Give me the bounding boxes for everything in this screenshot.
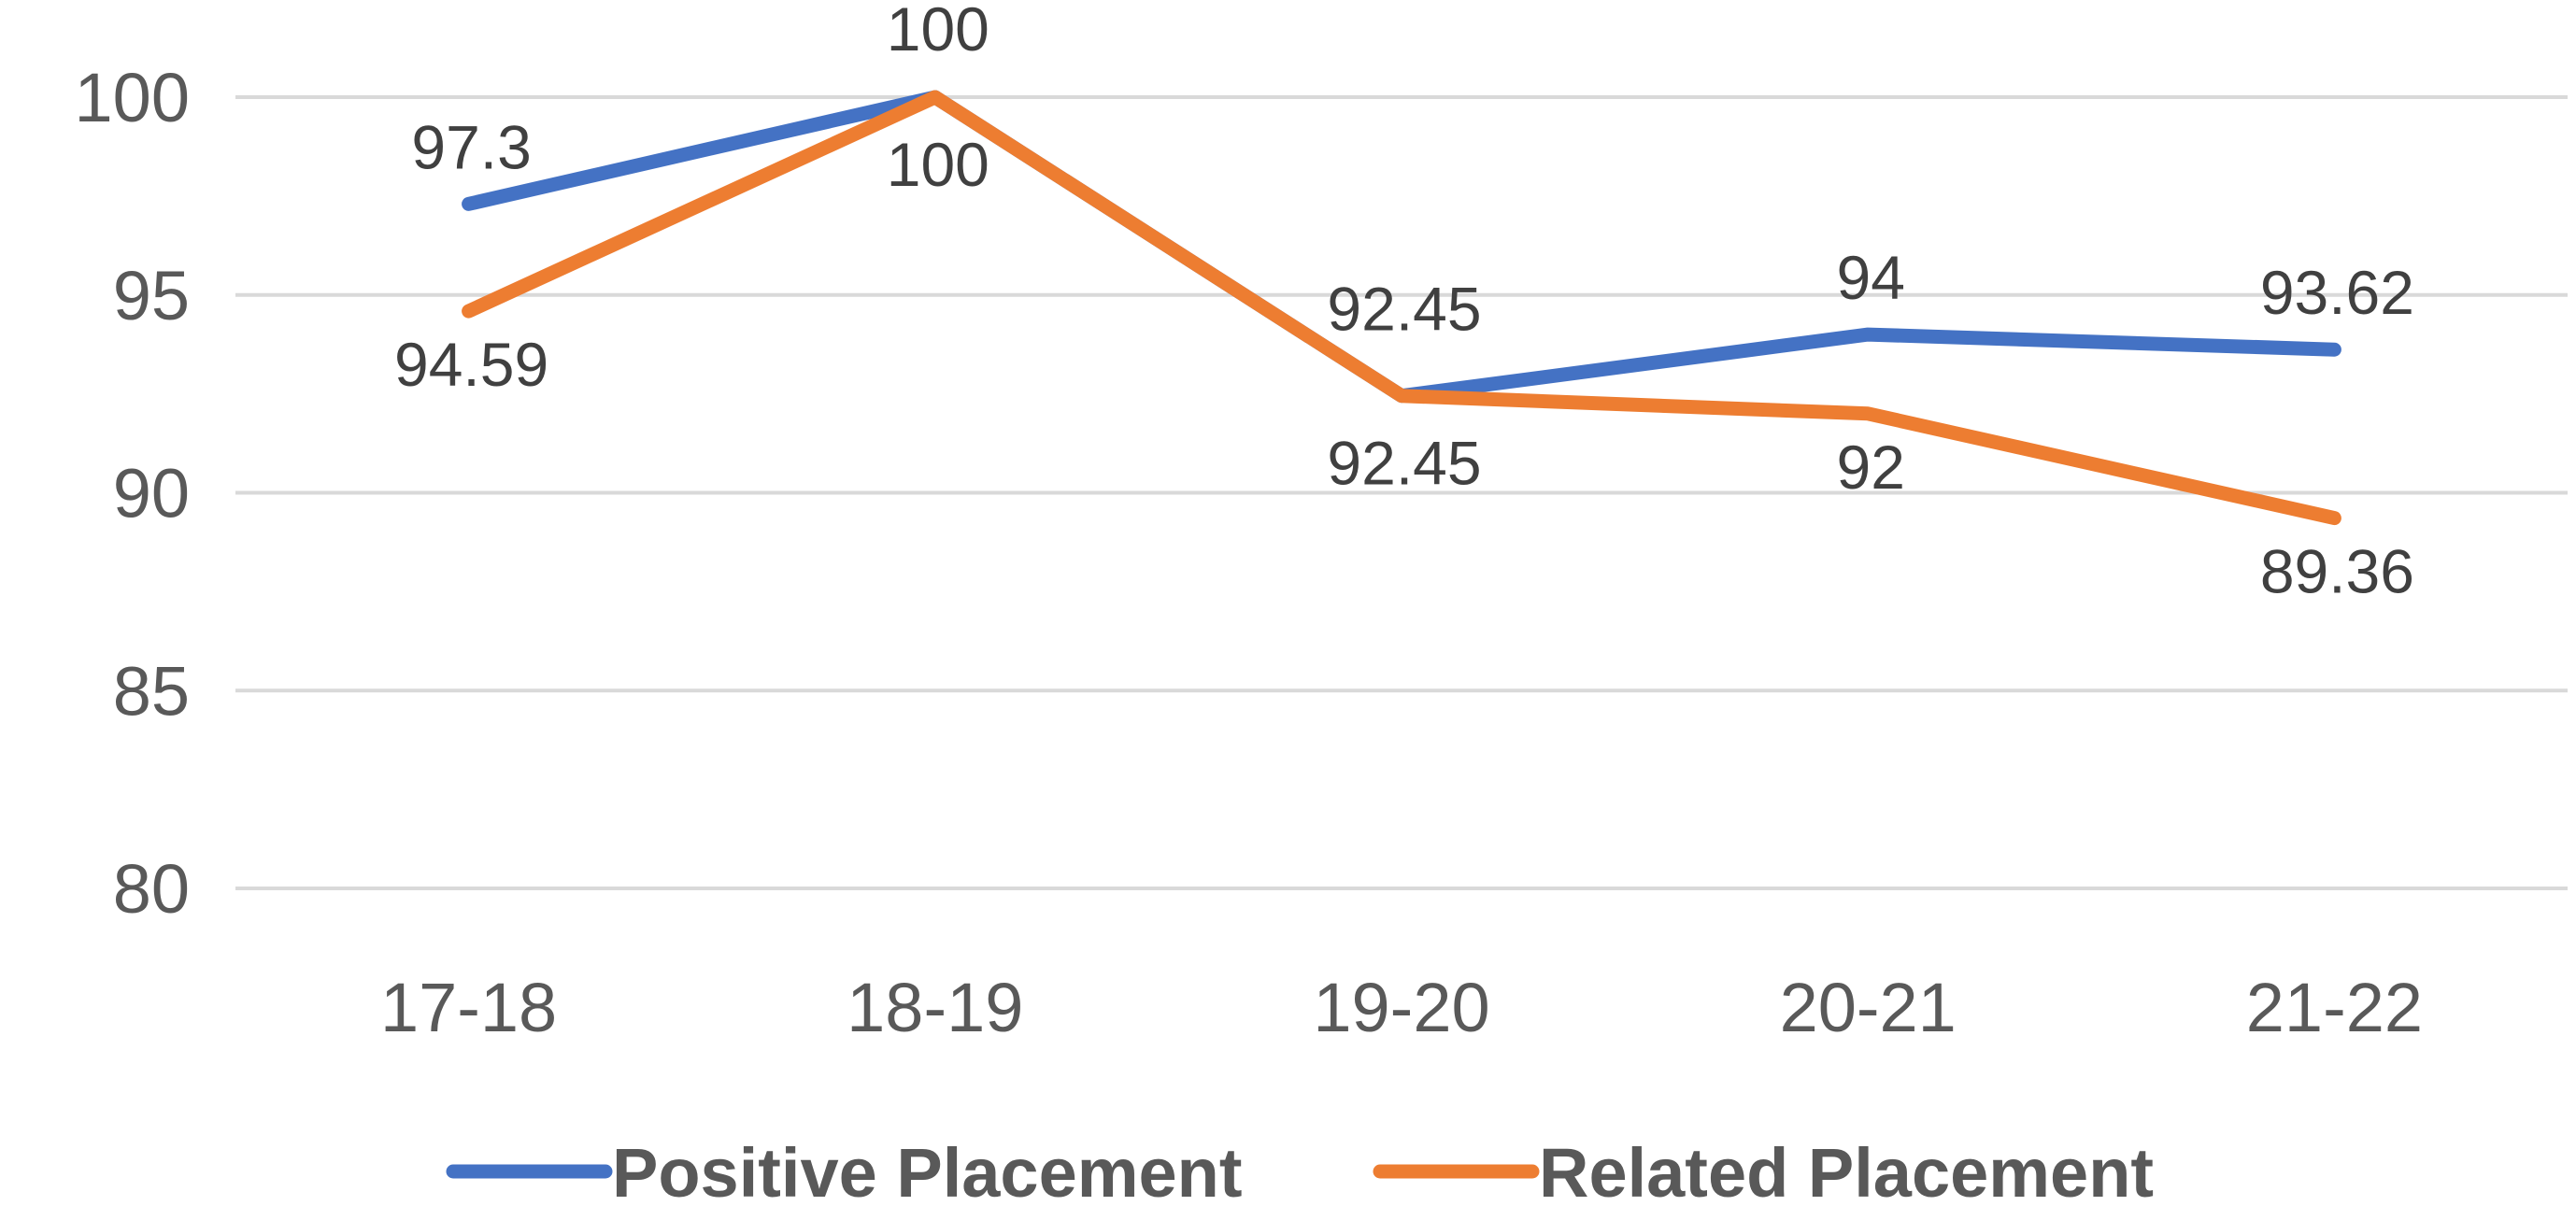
y-tick-label: 85: [113, 652, 190, 730]
series-lines: [462, 90, 2341, 526]
data-label-related-placement: 92.45: [1327, 429, 1481, 498]
data-label-related-placement: 92: [1836, 433, 1904, 502]
x-tick-label: 18-19: [847, 969, 1023, 1046]
data-label-positive-placement: 97.3: [411, 112, 531, 181]
x-tick-label: 19-20: [1313, 969, 1489, 1046]
y-tick-label: 100: [75, 59, 190, 136]
gridlines: [235, 95, 2568, 890]
data-label-positive-placement: 92.45: [1327, 275, 1481, 344]
legend: Positive Placement Related Placement: [446, 1134, 2154, 1206]
y-axis-tick-labels: 80 85 90 95 100: [75, 59, 190, 928]
x-tick-label: 21-22: [2246, 969, 2423, 1046]
x-tick-label: 17-18: [380, 969, 557, 1046]
data-label-related-placement: 94.59: [394, 330, 548, 399]
series-line-positive-placement: [462, 90, 2341, 404]
data-label-related-placement: 100: [887, 130, 989, 199]
legend-label-related-placement: Related Placement: [1539, 1134, 2154, 1206]
x-axis-tick-labels: 17-18 18-19 19-20 20-21 21-22: [380, 969, 2423, 1046]
data-label-positive-placement: 94: [1836, 243, 1904, 312]
series-line-related-placement: [462, 90, 2341, 526]
x-tick-label: 20-21: [1780, 969, 1957, 1046]
data-label-related-placement: 89.36: [2260, 537, 2414, 606]
legend-label-positive-placement: Positive Placement: [612, 1134, 1243, 1206]
y-tick-label: 95: [113, 257, 190, 334]
y-tick-label: 90: [113, 455, 190, 532]
data-label-positive-placement: 100: [887, 0, 989, 64]
data-label-positive-placement: 93.62: [2260, 258, 2414, 327]
data-labels: 97.3 100 92.45 94 93.62 94.59 100 92.45 92 89.36: [394, 0, 2414, 606]
y-tick-label: 80: [113, 850, 190, 928]
